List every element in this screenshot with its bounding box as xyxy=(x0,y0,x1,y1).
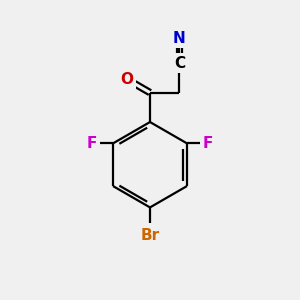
Text: C: C xyxy=(174,56,185,70)
Text: N: N xyxy=(173,31,186,46)
Text: F: F xyxy=(203,136,213,151)
Text: O: O xyxy=(121,72,134,87)
Text: Br: Br xyxy=(140,228,160,243)
Text: F: F xyxy=(87,136,97,151)
